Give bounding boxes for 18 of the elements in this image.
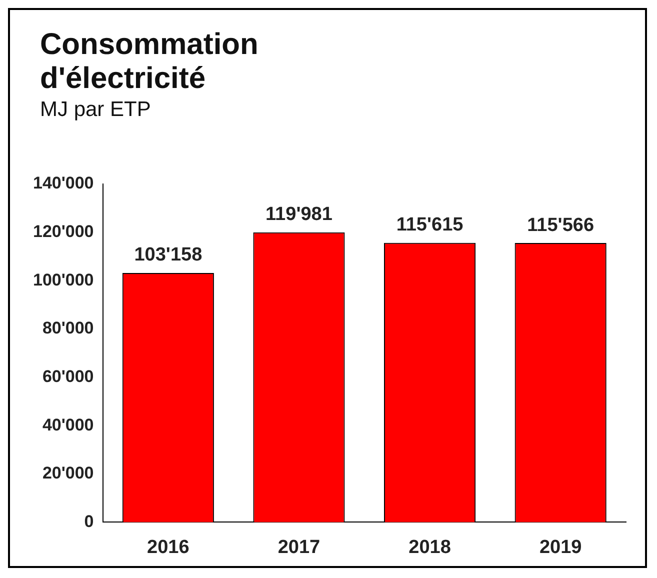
data-label: 115'566	[527, 214, 594, 236]
y-tick-label: 80'000	[42, 318, 94, 338]
y-tick-label: 140'000	[32, 174, 94, 193]
x-tick-label: 2016	[147, 536, 190, 558]
y-tick-label: 0	[84, 512, 94, 531]
x-tick-label: 2017	[278, 536, 320, 558]
y-tick-label: 60'000	[42, 366, 94, 386]
y-tick-label: 120'000	[32, 222, 94, 241]
y-tick-label: 100'000	[32, 270, 94, 290]
x-tick-label: 2019	[539, 536, 582, 558]
y-tick-label: 40'000	[42, 415, 94, 434]
chart-subtitle: MJ par ETP	[40, 98, 151, 122]
chart-title: Consommation d'électricité	[40, 28, 260, 96]
data-label: 115'615	[396, 214, 464, 236]
data-label: 119'981	[266, 204, 333, 226]
x-tick-label: 2018	[408, 536, 451, 558]
y-tick-label: 20'000	[42, 464, 94, 483]
data-label: 103'158	[134, 244, 202, 266]
